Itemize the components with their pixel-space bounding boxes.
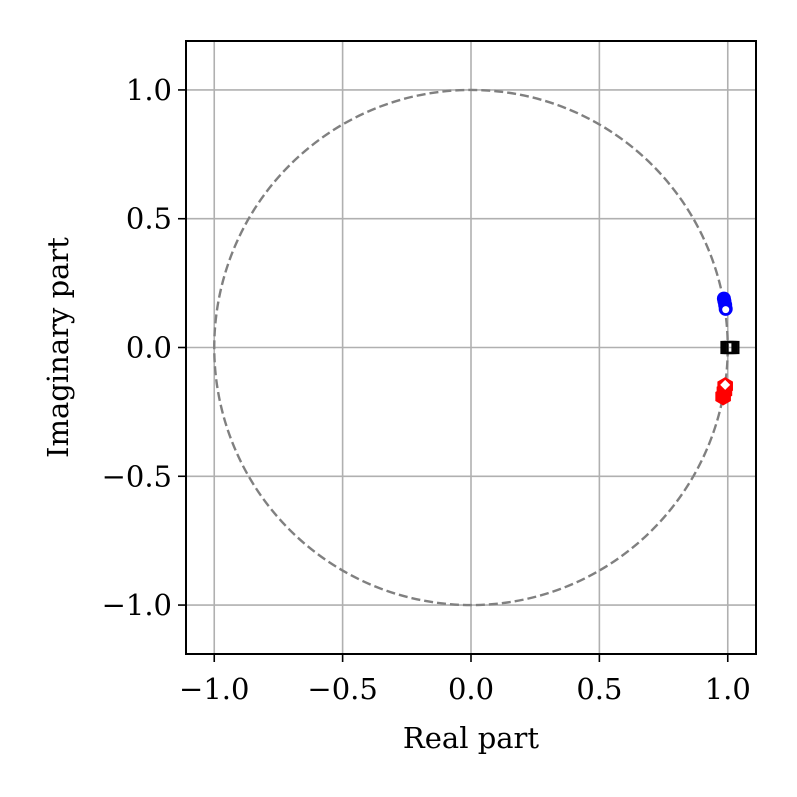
y-tick-label: 1.0: [126, 73, 172, 107]
ticks-layer: −1.0 −0.5 0.0 0.5 1.0 −1.0 −0.5 0.0 0.5 1.0: [102, 73, 751, 706]
x-tick-label: −1.0: [179, 672, 249, 706]
y-tick-label: 0.0: [126, 331, 172, 365]
x-tick-label: −0.5: [307, 672, 377, 706]
y-axis-title: Imaginary part: [41, 237, 75, 458]
y-tick-label: −0.5: [102, 459, 172, 493]
y-tick-label: −1.0: [102, 588, 172, 622]
x-tick-label: 0.5: [576, 672, 622, 706]
open-square-marker: [726, 340, 740, 355]
x-tick-label: 0.0: [448, 672, 494, 706]
y-tick-label: 0.5: [126, 202, 172, 236]
x-tick-label: 1.0: [705, 672, 751, 706]
x-axis-title: Real part: [403, 721, 539, 755]
white-diamond-marker: [720, 379, 731, 390]
grid-layer: [186, 41, 756, 654]
marks-layer: [715, 291, 740, 406]
white-circle-marker: [722, 306, 730, 314]
